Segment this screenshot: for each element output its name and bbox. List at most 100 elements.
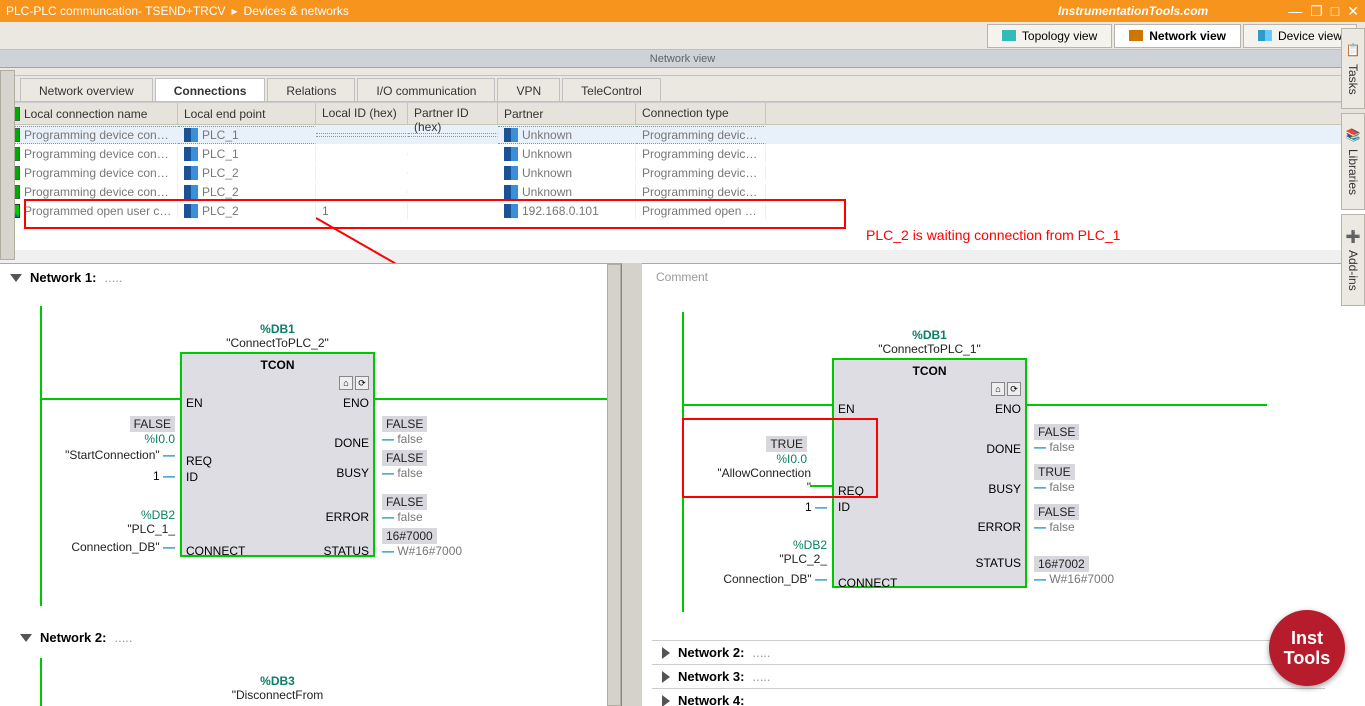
device-icon (184, 128, 198, 142)
window-controls: — ❐ □ ✕ (1288, 3, 1359, 20)
net3-header-r[interactable]: Network 3:..... (652, 664, 1325, 688)
help-icon[interactable]: ⟳ (355, 376, 369, 390)
port-done-r: DONE (986, 442, 1021, 456)
inst-tools-badge[interactable]: Inst Tools (1269, 610, 1345, 686)
done-value-r: false (1049, 440, 1074, 454)
comment-field[interactable]: Comment (642, 264, 1365, 290)
fb-title: TCON (182, 354, 373, 376)
tab-relations[interactable]: Relations (267, 78, 355, 101)
device-icon (504, 204, 518, 218)
tab-network-overview[interactable]: Network overview (20, 78, 153, 101)
req-signal-name-r1: "AllowConnection (676, 466, 811, 480)
col-local-name[interactable]: Local connection name (0, 103, 178, 124)
db-name: "ConnectToPLC_2" (180, 336, 375, 350)
info-icon[interactable]: ⌂ (339, 376, 353, 390)
network-view-header: Network view (0, 50, 1365, 68)
topology-icon (1002, 30, 1016, 41)
network-view-button[interactable]: Network view (1114, 24, 1241, 48)
port-req: REQ (186, 454, 212, 468)
id-value: 1 (153, 469, 160, 483)
tab-io[interactable]: I/O communication (357, 78, 495, 101)
db3-name: "DisconnectFrom (180, 688, 375, 702)
db-label: %DB1 (180, 322, 375, 336)
close-icon[interactable]: ✕ (1347, 3, 1359, 20)
port-en-r: EN (838, 402, 855, 416)
busy-tag-r: TRUE (1034, 464, 1075, 480)
table-body: Programming device con…PLC_1UnknownProgr… (0, 125, 1365, 220)
col-local-id[interactable]: Local ID (hex) (316, 103, 408, 124)
port-id: ID (186, 470, 198, 484)
table-row[interactable]: Programming device con…PLC_1UnknownProgr… (0, 144, 1365, 163)
device-icon (504, 128, 518, 142)
pane-splitter[interactable] (622, 263, 642, 706)
col-local-endpoint[interactable]: Local end point (178, 103, 316, 124)
device-icon (1258, 30, 1272, 41)
req-address-r: %I0.0 (727, 452, 807, 466)
side-tab-libraries[interactable]: 📚Libraries (1341, 113, 1365, 210)
badge-line2: Tools (1284, 648, 1331, 668)
col-partner[interactable]: Partner (498, 103, 636, 124)
side-tab-tasks[interactable]: 📋Tasks (1341, 28, 1365, 109)
port-connect: CONNECT (186, 544, 245, 558)
done-tag-r: FALSE (1034, 424, 1079, 440)
connect-db-name2: Connection_DB" (71, 540, 159, 554)
db-label-r: %DB1 (832, 328, 1027, 342)
tab-connections[interactable]: Connections (155, 78, 266, 101)
error-value-r: false (1049, 520, 1074, 534)
col-conn-type[interactable]: Connection type (636, 103, 766, 124)
busy-tag: FALSE (382, 450, 427, 466)
help-icon[interactable]: ⟳ (1007, 382, 1021, 396)
device-icon (184, 204, 198, 218)
connect-db-name2-r: Connection_DB" (723, 572, 811, 586)
network-1-header[interactable]: Network 1: ..... (0, 264, 621, 291)
col-partner-id[interactable]: Partner ID (hex) (408, 103, 498, 124)
fb-toolbar-r: ⌂ ⟳ (991, 382, 1021, 396)
annotation-text: PLC_2 is waiting connection from PLC_1 (866, 227, 1120, 243)
network-icon (1129, 30, 1143, 41)
side-tab-addins[interactable]: ➕Add-ins (1341, 214, 1365, 306)
port-en: EN (186, 396, 203, 410)
fb-box[interactable]: TCON ⌂ ⟳ EN ENO REQ ID CONNECT DONE BUSY… (180, 352, 375, 557)
right-network-pane: Comment %DB1 "ConnectToPLC_1" TCON ⌂ ⟳ E… (642, 263, 1365, 706)
port-status-r: STATUS (975, 556, 1021, 570)
topology-view-button[interactable]: Topology view (987, 24, 1112, 48)
connect-db-addr: %DB2 (70, 508, 175, 522)
breadcrumb-sep: ▸ (232, 4, 238, 18)
fb-box-r[interactable]: TCON ⌂ ⟳ EN ENO REQ ID CONNECT DONE BUSY… (832, 358, 1027, 588)
network-2-title: Network 2: (40, 630, 106, 645)
left-collapsed-tab[interactable] (0, 70, 15, 260)
restore-icon[interactable]: ❐ (1310, 3, 1323, 20)
net2-header-r[interactable]: Network 2:..... (652, 640, 1325, 664)
req-value-tag: FALSE (130, 416, 175, 432)
port-done: DONE (334, 436, 369, 450)
device-icon (184, 147, 198, 161)
view-toolbar: Topology view Network view Device view (0, 22, 1365, 50)
maximize-icon[interactable]: □ (1331, 3, 1339, 19)
vscroll-left[interactable] (607, 264, 621, 706)
net4-header-r[interactable]: Network 4: (652, 688, 1325, 706)
port-error: ERROR (326, 510, 369, 524)
info-icon[interactable]: ⌂ (991, 382, 1005, 396)
wire-eno (375, 398, 615, 400)
table-row[interactable]: Programming device con…PLC_2UnknownProgr… (0, 163, 1365, 182)
device-icon (504, 147, 518, 161)
badge-line1: Inst (1291, 628, 1323, 648)
network-2-header[interactable]: Network 2: ..... (10, 624, 143, 651)
minimize-icon[interactable]: — (1288, 3, 1302, 19)
port-busy-r: BUSY (988, 482, 1021, 496)
device-view-button[interactable]: Device view (1243, 24, 1357, 48)
splitter-handle[interactable] (0, 68, 1365, 76)
tab-vpn[interactable]: VPN (497, 78, 560, 101)
id-value-r: 1 (805, 500, 812, 514)
table-header: Local connection name Local end point Lo… (0, 103, 1365, 125)
table-row[interactable]: Programming device con…PLC_1UnknownProgr… (0, 125, 1365, 144)
req-signal-name-r2: " (676, 480, 811, 494)
tab-telecontrol[interactable]: TeleControl (562, 78, 661, 101)
power-rail-2 (40, 658, 42, 706)
breadcrumb: PLC-PLC communcation- TSEND+TRCV ▸ Devic… (6, 4, 349, 18)
table-row[interactable]: Programming device con…PLC_2UnknownProgr… (0, 182, 1365, 201)
table-row[interactable]: Programmed open user c…PLC_21192.168.0.1… (0, 201, 1365, 220)
device-icon (184, 185, 198, 199)
done-value: false (397, 432, 422, 446)
port-id-r: ID (838, 500, 850, 514)
